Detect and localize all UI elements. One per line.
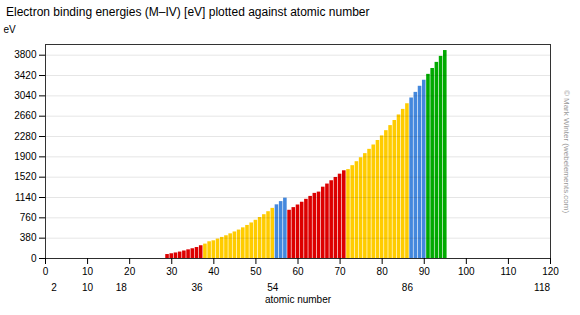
svg-text:3040: 3040: [14, 90, 37, 101]
svg-text:20: 20: [124, 266, 136, 277]
svg-text:2: 2: [51, 282, 57, 293]
svg-text:2280: 2280: [14, 131, 37, 142]
svg-text:90: 90: [419, 266, 431, 277]
svg-text:54: 54: [267, 282, 279, 293]
svg-text:60: 60: [292, 266, 304, 277]
svg-text:1520: 1520: [14, 171, 37, 182]
svg-text:380: 380: [20, 232, 37, 243]
svg-text:0: 0: [31, 253, 37, 264]
svg-text:3800: 3800: [14, 49, 37, 60]
svg-text:© Mark Winter (webelements.com: © Mark Winter (webelements.com): [562, 90, 571, 214]
svg-text:118: 118: [534, 282, 550, 293]
svg-text:atomic number: atomic number: [265, 294, 332, 305]
svg-text:80: 80: [377, 266, 389, 277]
svg-text:2660: 2660: [14, 110, 37, 121]
svg-text:86: 86: [402, 282, 414, 293]
svg-text:110: 110: [500, 266, 516, 277]
svg-text:30: 30: [166, 266, 178, 277]
svg-text:3420: 3420: [14, 70, 37, 81]
svg-text:760: 760: [20, 212, 37, 223]
svg-text:120: 120: [542, 266, 559, 277]
svg-text:18: 18: [116, 282, 128, 293]
svg-text:10: 10: [82, 266, 94, 277]
svg-text:0: 0: [43, 266, 49, 277]
svg-text:1140: 1140: [15, 192, 37, 203]
svg-text:1900: 1900: [14, 151, 37, 162]
svg-text:eV: eV: [4, 24, 17, 35]
svg-text:70: 70: [335, 266, 347, 277]
svg-text:50: 50: [250, 266, 262, 277]
svg-text:100: 100: [458, 266, 475, 277]
svg-text:40: 40: [208, 266, 220, 277]
html-text:Electron binding energies (M–I: Electron binding energies (M–IV) [eV] pl…: [6, 5, 370, 19]
svg-text:10: 10: [82, 282, 94, 293]
svg-text:36: 36: [191, 282, 203, 293]
